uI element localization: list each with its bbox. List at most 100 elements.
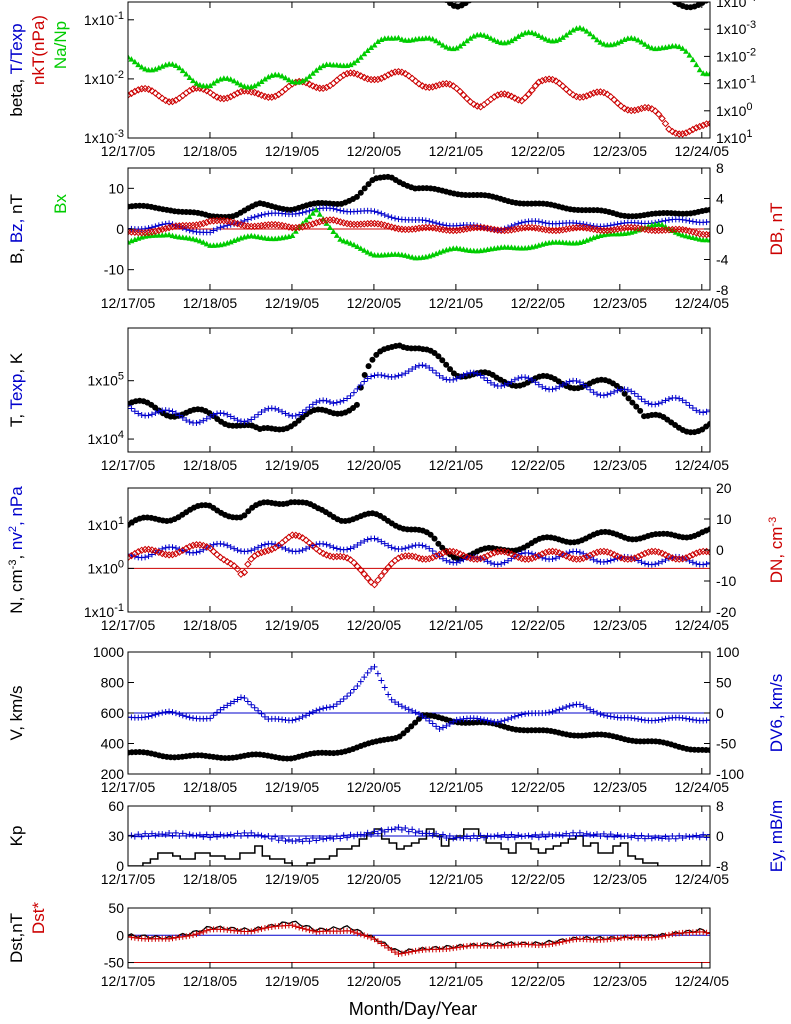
plot-area xyxy=(128,2,710,138)
data-point xyxy=(525,375,532,382)
data-point xyxy=(405,706,412,713)
data-point xyxy=(693,560,700,567)
data-point xyxy=(255,707,262,714)
data-point xyxy=(374,75,382,84)
data-point xyxy=(552,707,559,714)
data-point xyxy=(370,75,379,84)
data-point xyxy=(439,831,446,838)
data-point xyxy=(395,701,402,708)
data-point xyxy=(128,91,132,99)
x-tick-label: 12/19/05 xyxy=(265,143,320,159)
data-point xyxy=(203,218,211,227)
data-point xyxy=(700,561,707,568)
data-point xyxy=(641,835,648,842)
y2-tick-label: 0 xyxy=(716,705,724,721)
y-axis-title: N, cm-3, nv2, nPa xyxy=(7,486,26,614)
data-point xyxy=(172,222,180,230)
data-point xyxy=(196,237,203,244)
x-tick-label: 12/20/05 xyxy=(347,973,402,989)
data-point xyxy=(689,125,697,134)
data-point xyxy=(628,388,635,395)
data-point xyxy=(487,35,494,41)
data-point xyxy=(361,932,368,939)
data-point xyxy=(234,417,241,424)
data-point xyxy=(381,942,388,949)
data-point xyxy=(693,832,700,839)
data-point xyxy=(659,933,666,940)
data-point xyxy=(449,226,457,235)
data-point xyxy=(333,232,340,238)
data-point xyxy=(505,557,512,564)
data-point xyxy=(590,389,597,396)
data-point xyxy=(385,944,392,951)
y-axis-title-3: Bx xyxy=(51,194,70,214)
data-point xyxy=(337,236,344,242)
data-point xyxy=(427,531,434,538)
x-tick-label: 12/21/05 xyxy=(429,295,484,311)
data-point xyxy=(128,402,131,409)
data-point xyxy=(316,64,323,71)
data-point xyxy=(248,928,255,935)
data-point xyxy=(350,59,357,66)
data-point xyxy=(207,229,214,236)
data-point xyxy=(350,929,357,936)
data-point xyxy=(165,551,173,559)
x-tick-label: 12/20/05 xyxy=(347,457,402,473)
data-point xyxy=(245,508,252,515)
data-point xyxy=(292,716,299,723)
data-point xyxy=(676,395,683,402)
y2-tick-label: 1x10-1 xyxy=(716,74,756,92)
data-point xyxy=(368,373,375,380)
data-point xyxy=(285,547,292,554)
data-point xyxy=(422,543,429,550)
x-tick-label: 12/18/05 xyxy=(183,871,238,887)
data-point xyxy=(481,32,488,38)
data-point xyxy=(343,69,351,78)
data-point xyxy=(652,561,659,568)
data-point xyxy=(337,835,344,842)
data-point xyxy=(404,726,411,733)
data-point xyxy=(470,832,477,839)
x-tick-label: 12/22/05 xyxy=(511,973,566,989)
data-point xyxy=(453,559,460,566)
data-point xyxy=(138,833,145,840)
data-point xyxy=(476,554,485,563)
data-point xyxy=(457,558,464,565)
series-Dst* xyxy=(128,922,710,957)
data-point xyxy=(583,704,590,711)
data-point xyxy=(450,376,457,383)
data-point xyxy=(223,557,231,566)
data-point xyxy=(392,373,399,380)
data-point xyxy=(411,553,420,561)
data-point xyxy=(295,532,303,540)
data-point xyxy=(665,226,673,234)
panel-beta: 12/17/05 12/18/05 12/19/05 12/20/05 12/21/05… xyxy=(7,0,756,159)
data-point xyxy=(409,365,416,372)
y-tick-label: 60 xyxy=(108,798,124,814)
y2-tick-label: -20 xyxy=(716,604,736,620)
data-point xyxy=(559,705,566,712)
data-point xyxy=(450,945,457,952)
data-point xyxy=(398,36,405,42)
data-point xyxy=(381,567,389,576)
data-point xyxy=(326,542,333,549)
data-point xyxy=(347,545,354,552)
data-point xyxy=(563,937,570,944)
data-point xyxy=(419,362,426,369)
data-point xyxy=(693,61,700,68)
data-point xyxy=(700,831,707,838)
data-point xyxy=(635,37,642,43)
data-point xyxy=(665,396,672,403)
data-point xyxy=(515,375,522,382)
data-point xyxy=(435,81,444,89)
data-point xyxy=(128,53,131,60)
y-axis-title: T, Texp, K xyxy=(7,352,26,427)
data-point xyxy=(655,717,662,724)
data-point xyxy=(429,367,436,374)
y-tick-label: 1x10-1 xyxy=(84,10,124,28)
data-point xyxy=(613,552,622,560)
plot-area xyxy=(128,499,710,589)
data-point xyxy=(631,35,638,42)
data-point xyxy=(237,694,244,701)
data-point xyxy=(566,29,573,35)
